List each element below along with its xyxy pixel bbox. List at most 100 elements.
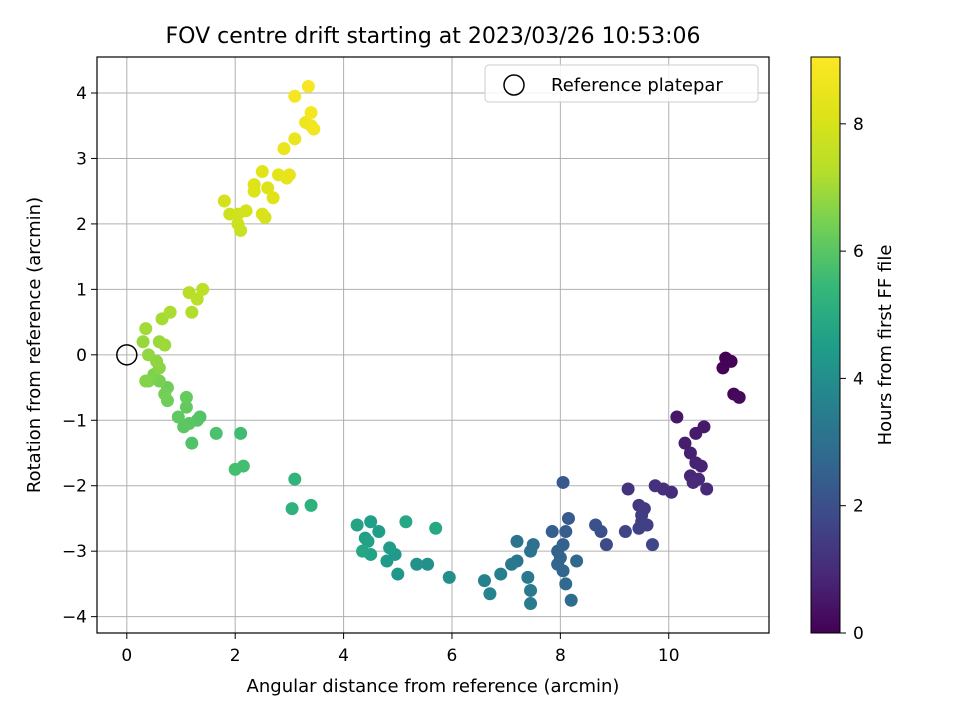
data-point — [139, 374, 153, 388]
data-point — [556, 475, 570, 489]
data-point — [217, 194, 231, 208]
data-point — [442, 570, 456, 584]
colorbar-ticks: 0 2 4 6 8 — [840, 115, 864, 644]
data-point — [505, 557, 519, 571]
data-point — [190, 292, 204, 306]
colorbar-tick-label: 6 — [853, 242, 864, 262]
data-point — [255, 207, 269, 221]
y-tick-label: 0 — [76, 346, 87, 366]
data-point — [678, 436, 692, 450]
data-point — [301, 79, 315, 93]
plot-frame — [96, 56, 770, 634]
data-point — [282, 168, 296, 182]
data-point — [648, 479, 662, 493]
data-point — [700, 482, 714, 496]
data-point — [559, 577, 573, 591]
grid — [97, 57, 769, 633]
data-point — [716, 361, 730, 375]
data-point — [599, 538, 613, 552]
colorbar-tick-label: 8 — [853, 115, 864, 135]
data-point — [158, 338, 172, 352]
data-point — [141, 348, 155, 362]
data-point — [477, 574, 491, 588]
data-point — [429, 521, 443, 535]
x-axis-label: Angular distance from reference (arcmin) — [247, 676, 620, 697]
colorbar-tick-label: 2 — [853, 497, 864, 517]
data-point — [139, 322, 153, 336]
y-tick-label: 1 — [76, 280, 87, 300]
data-point — [683, 446, 697, 460]
y-tick-label: 2 — [76, 215, 87, 235]
data-point — [261, 181, 275, 195]
y-tick-label: −3 — [62, 542, 87, 562]
data-point — [285, 502, 299, 516]
data-point — [288, 132, 302, 146]
data-point — [307, 122, 321, 136]
x-tick-label: 10 — [658, 646, 680, 666]
data-point — [521, 570, 535, 584]
colorbar-gradient — [810, 56, 841, 634]
data-point — [136, 335, 150, 349]
data-point — [410, 557, 424, 571]
x-tick-label: 4 — [338, 646, 349, 666]
data-point — [277, 142, 291, 156]
x-axis-ticks: 0 2 4 6 8 10 — [121, 633, 680, 666]
data-point — [239, 204, 253, 218]
data-point — [247, 178, 261, 192]
data-point — [288, 89, 302, 103]
data-point — [383, 541, 397, 555]
data-point — [196, 282, 210, 296]
data-point — [545, 525, 559, 539]
data-point — [564, 593, 578, 607]
data-point — [524, 597, 538, 611]
data-point — [421, 557, 435, 571]
x-tick-label: 2 — [230, 646, 241, 666]
data-point — [179, 400, 193, 414]
y-tick-label: −4 — [62, 608, 87, 628]
data-point — [304, 498, 318, 512]
data-point — [185, 305, 199, 319]
data-point — [177, 420, 191, 434]
data-point — [179, 390, 193, 404]
data-point — [288, 472, 302, 486]
colorbar-tick-label: 4 — [853, 369, 864, 389]
chart-title: FOV centre drift starting at 2023/03/26 … — [166, 24, 701, 49]
y-tick-label: 4 — [76, 84, 87, 104]
legend-box — [484, 64, 759, 103]
data-point — [483, 587, 497, 601]
data-point — [380, 554, 394, 568]
data-point — [510, 534, 524, 548]
legend-label: Reference platepar — [551, 75, 723, 96]
legend-open-circle-icon — [503, 74, 525, 96]
data-point — [171, 410, 185, 424]
y-tick-label: −1 — [62, 411, 87, 431]
x-tick-label: 8 — [555, 646, 566, 666]
data-point — [228, 462, 242, 476]
data-point — [686, 475, 700, 489]
data-point — [570, 554, 584, 568]
data-point — [618, 525, 632, 539]
data-point — [621, 482, 635, 496]
x-tick-label: 0 — [121, 646, 132, 666]
data-point — [163, 305, 177, 319]
data-points — [136, 79, 746, 611]
data-point — [632, 521, 646, 535]
data-point — [399, 515, 413, 529]
data-point — [524, 544, 538, 558]
data-point — [304, 106, 318, 120]
data-point — [364, 515, 378, 529]
data-point — [694, 459, 708, 473]
y-axis-label: Rotation from reference (arcmin) — [24, 197, 45, 493]
data-point — [670, 410, 684, 424]
y-tick-label: −2 — [62, 477, 87, 497]
data-point — [231, 217, 245, 231]
data-point — [356, 544, 370, 558]
colorbar-label: Hours from first FF file — [875, 245, 896, 446]
data-point — [391, 567, 405, 581]
data-point — [361, 534, 375, 548]
x-tick-label: 6 — [447, 646, 458, 666]
data-point — [234, 426, 248, 440]
y-tick-label: 3 — [76, 149, 87, 169]
data-point — [524, 583, 538, 597]
